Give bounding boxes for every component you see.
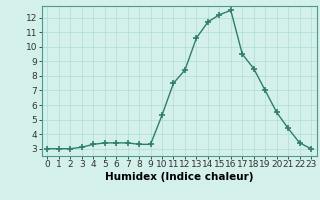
X-axis label: Humidex (Indice chaleur): Humidex (Indice chaleur) (105, 172, 253, 182)
